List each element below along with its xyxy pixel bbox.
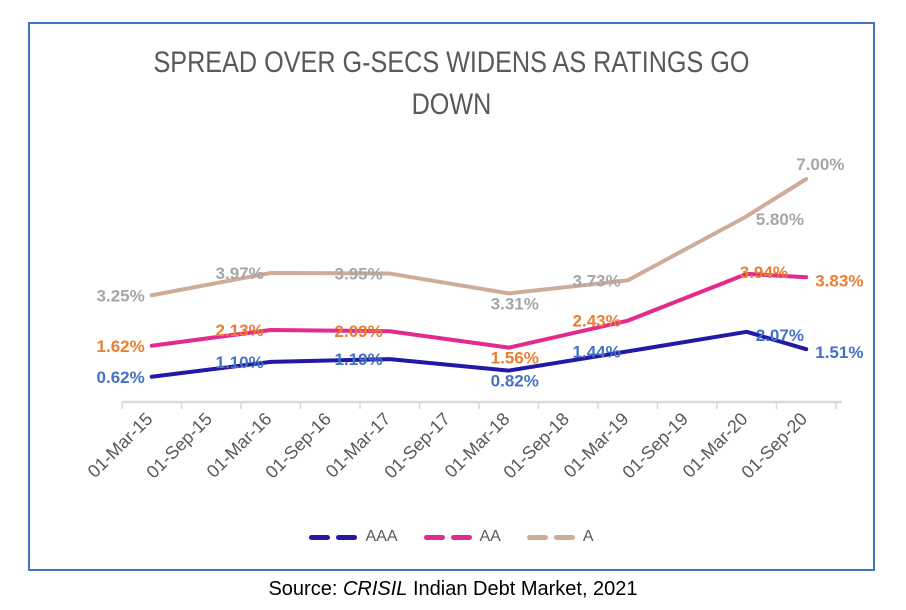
data-label-AAA: 1.10%: [216, 353, 264, 372]
data-label-A: 5.80%: [756, 210, 804, 229]
chart-title-line2: DOWN: [411, 88, 492, 121]
series-line-A: [149, 177, 809, 298]
chart-legend: AAA AA A: [30, 528, 873, 546]
source-publisher: CRISIL: [342, 578, 408, 600]
data-label-A: 3.73%: [573, 271, 621, 290]
legend-label-AA: AA: [479, 528, 501, 545]
source-prefix: Source:: [268, 578, 343, 600]
data-label-A: 3.25%: [97, 286, 145, 305]
legend-dash-A: [553, 534, 575, 540]
legend-dash-A: [526, 534, 548, 540]
data-label-A: 3.95%: [335, 265, 383, 284]
chart-title-line1: SPREAD OVER G-SECS WIDENS AS RATINGS GO: [153, 46, 750, 79]
data-label-AA: 2.13%: [216, 321, 264, 340]
source-suffix: Indian Debt Market, 2021: [407, 578, 638, 600]
legend-dash-AAA: [309, 534, 331, 540]
data-label-AAA: 1.19%: [335, 350, 383, 369]
data-label-AA: 2.43%: [573, 312, 621, 331]
x-axis-label: 01-Sep-17: [380, 409, 454, 483]
x-axis-label: 01-Sep-18: [499, 409, 573, 483]
legend-item-A: A: [526, 528, 594, 546]
data-label-AAA: 0.82%: [491, 372, 539, 391]
chart-title: SPREAD OVER G-SECS WIDENS AS RATINGS GO …: [97, 42, 805, 126]
series-line-AA: [149, 271, 809, 350]
source-line: Source: CRISIL Indian Debt Market, 2021: [0, 578, 906, 601]
data-label-A: 7.00%: [796, 155, 844, 174]
data-label-AA: 1.62%: [97, 337, 145, 356]
data-label-AA: 2.09%: [335, 322, 383, 341]
data-label-AAA: 1.44%: [573, 342, 621, 361]
legend-dash-AA: [423, 534, 445, 540]
series-line-AAA: [149, 329, 809, 379]
legend-item-AA: AA: [423, 528, 501, 546]
data-label-AA: 3.83%: [815, 271, 863, 290]
legend-item-AAA: AAA: [309, 528, 398, 546]
data-label-AAA: 2.07%: [756, 326, 804, 345]
line-chart: 01-Mar-1501-Sep-1501-Mar-1601-Sep-1601-M…: [84, 155, 864, 483]
chart-frame: SPREAD OVER G-SECS WIDENS AS RATINGS GO …: [28, 22, 875, 571]
data-label-AA: 3.94%: [740, 263, 788, 282]
data-label-AAA: 0.62%: [97, 368, 145, 387]
legend-dash-AAA: [336, 534, 358, 540]
legend-label-AAA: AAA: [365, 528, 398, 545]
data-label-AA: 1.56%: [491, 349, 539, 368]
data-label-AAA: 1.51%: [815, 343, 863, 362]
data-label-A: 3.97%: [216, 264, 264, 283]
data-label-A: 3.31%: [491, 294, 539, 313]
legend-dash-AA: [450, 534, 472, 540]
x-axis-label: 01-Sep-19: [618, 409, 692, 483]
legend-label-A: A: [582, 528, 594, 545]
x-axis-label: 01-Sep-20: [737, 409, 811, 483]
x-axis-label: 01-Sep-15: [142, 409, 216, 483]
x-axis-label: 01-Sep-16: [261, 409, 335, 483]
